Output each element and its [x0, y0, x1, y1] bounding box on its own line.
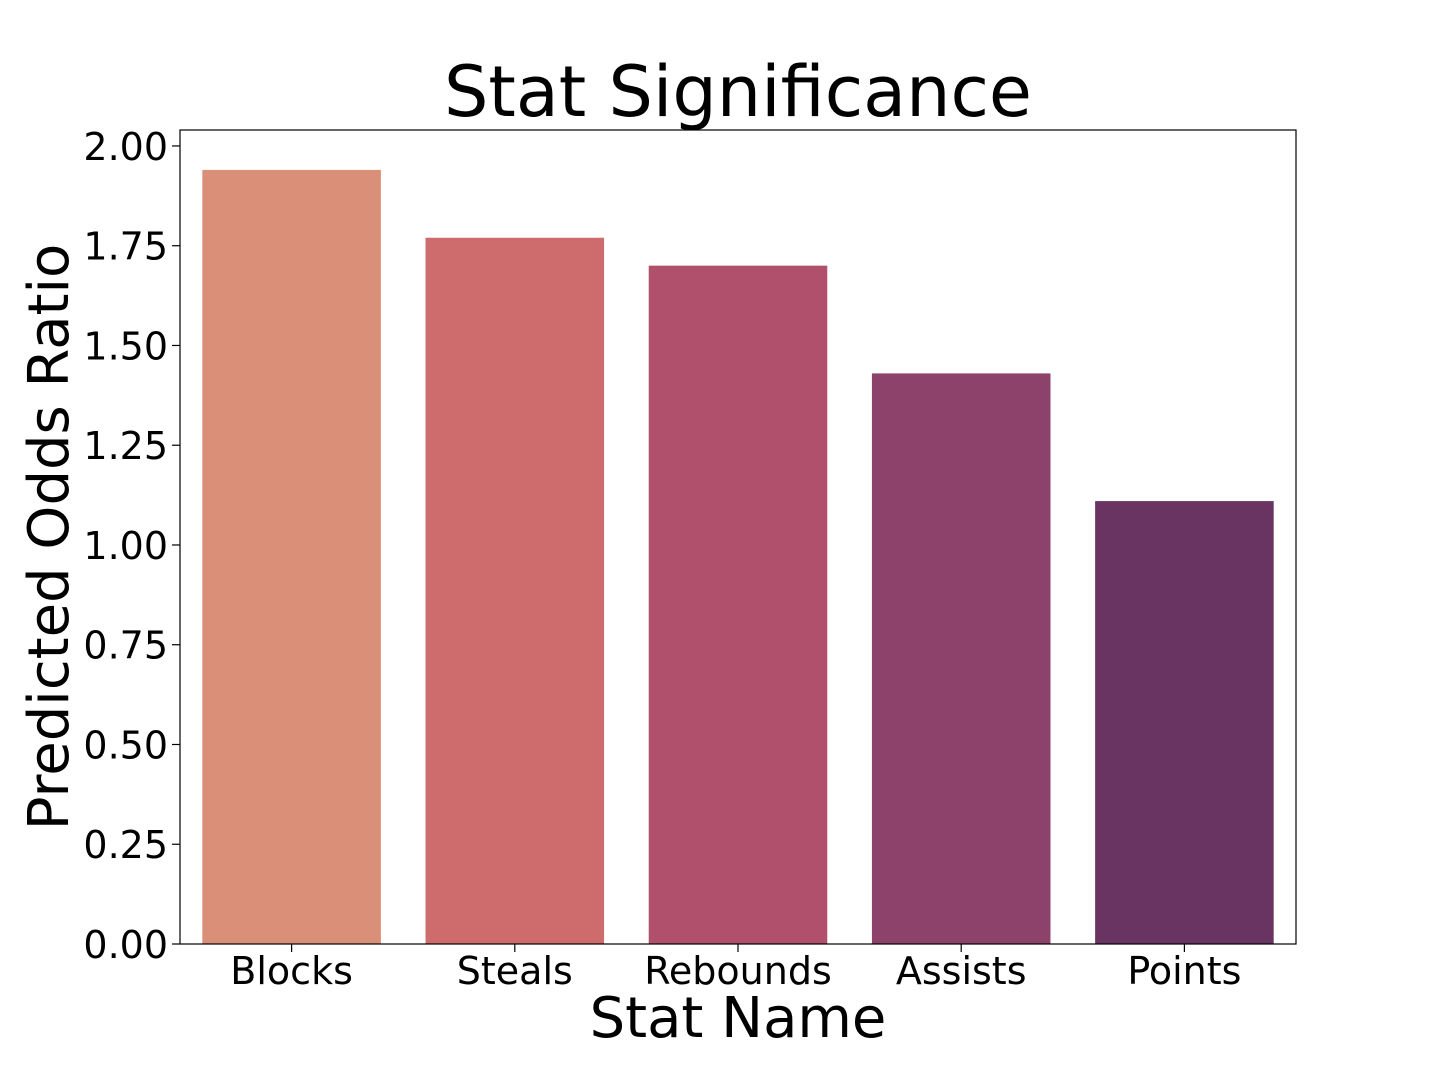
- y-tick-label: 1.25: [83, 424, 168, 468]
- x-axis-label: Stat Name: [590, 986, 887, 1051]
- chart-title: Stat Significance: [444, 51, 1032, 133]
- y-axis-label: Predicted Odds Ratio: [17, 244, 82, 831]
- bar-blocks: [202, 169, 381, 944]
- x-tick-label: Rebounds: [644, 949, 832, 993]
- y-tick-label: 0.25: [83, 823, 168, 867]
- x-tick-label: Steals: [457, 949, 573, 993]
- y-tick-label: 1.50: [83, 324, 168, 368]
- x-tick-label: Points: [1127, 949, 1241, 993]
- bars-group: [202, 169, 1274, 945]
- y-tick-label: 1.75: [83, 225, 168, 269]
- y-tick-label: 2.00: [83, 125, 168, 169]
- bar-assists: [871, 373, 1051, 944]
- bar-points: [1095, 501, 1274, 944]
- y-tick-label: 0.00: [83, 923, 168, 967]
- x-tick-label: Blocks: [230, 949, 353, 993]
- bar-rebounds: [648, 265, 828, 945]
- y-tick-label: 0.75: [83, 624, 168, 668]
- bar-steals: [425, 237, 605, 944]
- y-tick-label: 0.50: [83, 723, 168, 767]
- y-axis-ticks: 0.00 0.25 0.50 0.75 1.00 1.25 1.50 1.75 2.00: [83, 125, 180, 967]
- x-axis-ticks: Blocks Steals Rebounds Assists Points: [230, 944, 1241, 993]
- x-tick-label: Assists: [896, 949, 1027, 993]
- y-tick-label: 1.00: [83, 524, 168, 568]
- plot-frame: [179, 129, 1297, 945]
